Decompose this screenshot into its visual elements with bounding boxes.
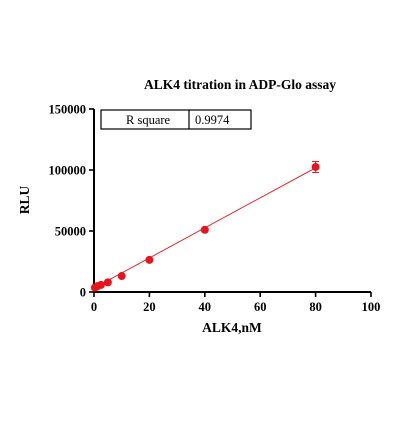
y-axis-label: RLU — [17, 186, 32, 215]
data-point — [117, 272, 126, 281]
data-point — [200, 225, 209, 234]
x-axis-label: ALK4,nM — [202, 320, 262, 335]
x-axis-ticks: 0 20 40 60 80 100 — [91, 292, 381, 314]
y-tick-label: 150000 — [49, 103, 87, 117]
data-point — [103, 278, 112, 287]
r-square-table-border — [100, 109, 252, 130]
y-tick-label: 0 — [80, 286, 86, 300]
x-tick-label: 40 — [199, 300, 212, 314]
y-tick-label: 100000 — [49, 164, 87, 178]
data-point — [145, 255, 154, 264]
data-point — [96, 280, 105, 289]
y-tick-label: 50000 — [55, 225, 86, 239]
chart-title: ALK4 titration in ADP-Glo assay — [144, 77, 336, 92]
x-tick-label: 20 — [143, 300, 156, 314]
x-tick-label: 0 — [91, 300, 97, 314]
x-tick-label: 100 — [362, 300, 381, 314]
data-points — [90, 162, 320, 292]
data-point — [311, 162, 320, 171]
y-axis-ticks: 0 50000 100000 150000 — [49, 103, 94, 300]
r-square-table: R square 0.9974 — [100, 109, 252, 130]
r-square-value: 0.9974 — [195, 113, 230, 127]
r-square-label: R square — [126, 113, 171, 127]
x-tick-label: 60 — [254, 300, 267, 314]
x-tick-label: 80 — [309, 300, 322, 314]
